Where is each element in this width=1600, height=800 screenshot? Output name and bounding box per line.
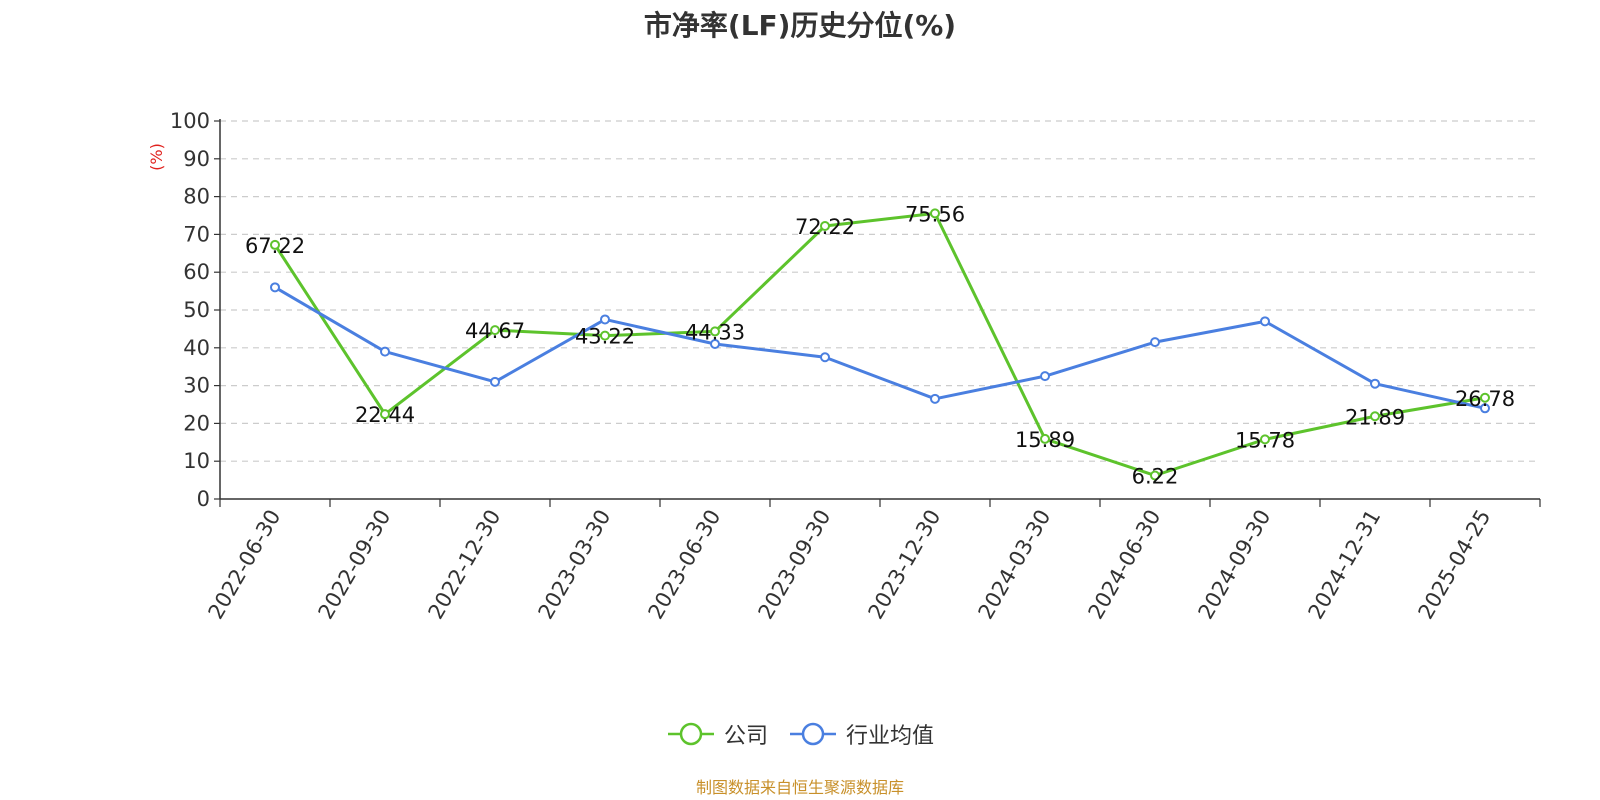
x-tick-label: 2024-09-30	[1194, 506, 1276, 624]
y-tick-label: 80	[183, 185, 210, 209]
y-tick-label: 90	[183, 147, 210, 171]
data-point	[1480, 403, 1490, 414]
data-label: 15.89	[1015, 428, 1075, 452]
x-tick-label: 2024-03-30	[974, 506, 1056, 624]
data-labels: 67.22 22.44 44.67 43.22 44.33 72.22 75.56 15.89…	[245, 202, 1515, 488]
source-note: 制图数据来自恒生聚源数据库	[695, 778, 904, 797]
data-label: 26.78	[1455, 387, 1515, 411]
data-point	[600, 330, 610, 341]
data-point	[1370, 378, 1380, 389]
y-tick-label: 70	[183, 222, 210, 246]
legend-marker-icon	[790, 722, 836, 746]
y-tick-label: 50	[183, 298, 210, 322]
y-tick-label: 100	[170, 109, 210, 133]
y-axis-ticks: 0 10 20 30 40 50 60 70 80 90 100	[170, 109, 220, 511]
data-point	[1480, 392, 1490, 403]
data-point	[710, 326, 720, 337]
data-label: 72.22	[795, 215, 855, 239]
x-tick-label: 2024-06-30	[1084, 506, 1166, 624]
data-point	[600, 314, 610, 325]
series-line-1	[273, 211, 1486, 477]
data-point	[490, 325, 500, 336]
data-point	[1040, 371, 1050, 382]
data-label: 6.22	[1132, 464, 1179, 488]
grid-lines	[220, 120, 1540, 462]
data-point	[490, 376, 500, 387]
data-point	[930, 208, 940, 219]
data-point	[710, 339, 720, 350]
data-point	[1150, 470, 1160, 481]
legend-item-1[interactable]: 公司	[666, 718, 768, 750]
data-label: 44.67	[465, 319, 525, 343]
x-tick-label: 2022-09-30	[314, 506, 396, 624]
chart-title: 市净率(LF)历史分位(%)	[643, 9, 957, 42]
data-label: 15.78	[1235, 428, 1295, 452]
y-tick-label: 40	[183, 336, 210, 360]
legend: 公司 行业均值	[0, 718, 1600, 753]
x-tick-label: 2023-03-30	[534, 506, 616, 624]
x-tick-label: 2025-04-25	[1414, 506, 1496, 624]
data-point	[820, 221, 830, 232]
data-point	[380, 409, 390, 420]
series-line-2	[274, 286, 1486, 410]
data-point	[1150, 337, 1160, 348]
data-point	[270, 239, 280, 250]
legend-item-2[interactable]: 行业均值	[788, 718, 934, 750]
data-label: 75.56	[905, 202, 965, 226]
y-tick-label: 0	[197, 487, 210, 511]
x-tick-label: 2023-06-30	[644, 506, 726, 624]
axes: (%)	[147, 119, 1540, 500]
x-tick-label: 2022-06-30	[204, 506, 286, 624]
data-label: 21.89	[1345, 405, 1405, 429]
data-label: 44.33	[685, 320, 745, 344]
x-axis-ticks: 2022-06-30 2022-09-30 2022-12-30 2023-03-30…	[204, 499, 1541, 624]
x-tick-label: 2024-12-31	[1304, 506, 1386, 624]
data-point	[820, 352, 830, 363]
data-point	[270, 282, 280, 293]
y-tick-label: 60	[183, 260, 210, 284]
legend-label: 行业均值	[846, 724, 935, 749]
series-group	[270, 208, 1490, 481]
y-tick-label: 10	[183, 449, 210, 473]
data-point	[1040, 433, 1050, 444]
y-tick-label: 20	[183, 411, 210, 435]
y-axis-label: (%)	[147, 143, 166, 171]
data-point	[1260, 316, 1270, 327]
data-label: 22.44	[355, 403, 415, 427]
data-point	[1260, 434, 1270, 445]
legend-marker-icon	[667, 722, 714, 746]
x-tick-label: 2022-12-30	[424, 506, 506, 624]
x-tick-label: 2023-12-30	[864, 506, 946, 624]
data-point	[380, 346, 390, 357]
data-point	[930, 393, 940, 404]
data-label: 43.22	[575, 325, 635, 349]
data-point	[1370, 411, 1380, 422]
data-label: 67.22	[245, 234, 305, 258]
y-tick-label: 30	[183, 374, 210, 398]
legend-label: 公司	[723, 724, 768, 749]
x-tick-label: 2023-09-30	[754, 506, 836, 624]
